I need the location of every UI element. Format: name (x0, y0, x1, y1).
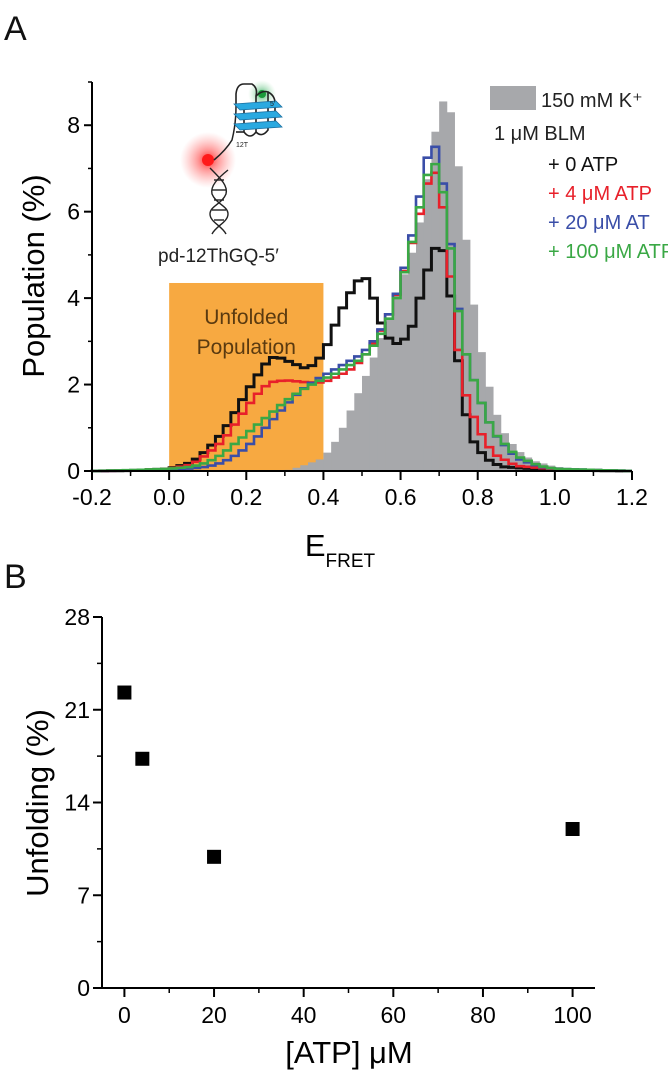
histogram-bar (308, 462, 317, 471)
x-tick-label: 0.8 (462, 484, 494, 510)
histogram-bar (315, 459, 324, 471)
g-quadruplex-schematic: 12T 5' pd-12ThGQ-5′ (158, 80, 283, 267)
series-line-4 (90, 162, 632, 473)
legend-item-k: 150 mM K⁺ (541, 90, 643, 112)
panel-a-label: A (4, 10, 27, 48)
histogram-bar (354, 393, 363, 471)
legend-item-20atp: + 20 μM AT (548, 212, 650, 234)
x-tick-label: 1.0 (539, 484, 571, 510)
histogram-bar (477, 352, 486, 471)
data-point (117, 685, 132, 700)
histogram-bar (292, 467, 301, 471)
histogram-bar (470, 304, 479, 471)
histogram-bar (508, 443, 517, 471)
legend-item-100atp: + 100 μM ATP (548, 241, 668, 263)
histogram-bar (300, 465, 309, 471)
histogram-bar (524, 457, 533, 471)
histogram-bar (369, 357, 378, 471)
x-tick-label: -0.2 (72, 484, 112, 510)
x-tick-label: 1.2 (616, 484, 648, 510)
unfolding-panel: 0 20 40 60 80 100 0 7 14 21 28 [ATP] μM Unfolding (%… (20, 604, 595, 1070)
data-point (207, 849, 222, 864)
histogram-axes: -0.2 0.0 0.2 0.4 0.6 0.8 1.0 1.2 0 2 4 6 8 EFRET Popul… (16, 81, 648, 572)
y-tick-label: 6 (67, 199, 80, 225)
unfolded-region: Unfolded Population (169, 282, 324, 471)
unfolded-label-line2: Population (197, 336, 296, 359)
y-axis-label: Unfolding (%) (20, 709, 55, 897)
y-tick-label: 28 (64, 604, 90, 630)
unfolded-label-line1: Unfolded (204, 306, 288, 329)
linker-icon (213, 105, 237, 161)
histogram-bar (377, 338, 386, 471)
legend-swatch-k (490, 86, 536, 110)
g-quartet-icon (233, 100, 283, 131)
y-tick-label: 4 (67, 285, 80, 311)
histogram-bar (338, 427, 347, 471)
data-point (135, 751, 150, 766)
legend-item-4atp: + 4 μM ATP (548, 183, 652, 205)
y-tick-label: 0 (67, 458, 80, 484)
histogram-series (90, 101, 633, 473)
histogram-bar (346, 410, 355, 471)
histogram-bar (493, 414, 502, 471)
x-tick-label: 60 (381, 1002, 407, 1028)
x-tick-label: 0 (118, 1002, 131, 1028)
dna-helix-icon (209, 167, 229, 235)
poly-t-label: 12T (236, 142, 249, 149)
panel-b-label: B (4, 558, 27, 596)
y-tick-label: 8 (67, 112, 80, 138)
x-tick-label: 0.2 (230, 484, 262, 510)
x-tick-label: 0.0 (153, 484, 185, 510)
y-tick-label: 2 (67, 372, 80, 398)
histogram-bar (431, 131, 440, 471)
x-tick-label: 40 (291, 1002, 317, 1028)
x-axis-label-sub: FRET (326, 551, 376, 572)
x-tick-label: 100 (553, 1002, 591, 1028)
series-k-bars (284, 101, 633, 472)
legend: 150 mM K⁺ 1 μM BLM + 0 ATP + 4 μM ATP + … (490, 86, 668, 263)
histogram-bar (454, 166, 463, 472)
unfolded-region-box (169, 282, 324, 471)
y-axis-label: Population (%) (16, 174, 51, 377)
histogram-bar (423, 179, 432, 471)
histogram-panel: Unfolded Population -0.2 0.0 0.2 0.4 0.6 0.8 1… (16, 80, 668, 572)
x-axis-label-main: E (305, 528, 326, 563)
y-tick-label: 7 (77, 882, 90, 908)
histogram-bar (331, 441, 340, 471)
histogram-bar (516, 452, 525, 471)
y-tick-label: 14 (64, 790, 90, 816)
legend-item-0atp: + 0 ATP (548, 154, 618, 176)
construct-label: pd-12ThGQ-5′ (158, 246, 279, 267)
x-tick-label: 80 (470, 1002, 496, 1028)
y-tick-label: 0 (77, 975, 90, 1001)
histogram-bar (400, 274, 409, 471)
y-tick-label: 21 (64, 697, 90, 723)
five-prime-label: 5' (270, 101, 275, 108)
scatter-axes: 0 20 40 60 80 100 0 7 14 21 28 [ATP] μM Unfolding (%… (20, 604, 595, 1070)
scatter-points (117, 685, 580, 864)
x-axis-label: [ATP] μM (285, 1035, 413, 1070)
x-axis-label: EFRET (305, 528, 376, 572)
histogram-bar (439, 101, 448, 471)
histogram-bar (416, 222, 425, 471)
histogram-bar (500, 433, 509, 471)
histogram-bar (408, 252, 417, 471)
data-point (565, 822, 580, 836)
x-tick-label: 0.4 (307, 484, 339, 510)
x-tick-label: 0.6 (385, 484, 417, 510)
histogram-bar (385, 317, 394, 471)
histogram-bar (392, 295, 401, 471)
x-tick-label: 20 (201, 1002, 227, 1028)
histogram-bar (362, 375, 371, 471)
histogram-bar (446, 112, 455, 471)
legend-item-blm: 1 μM BLM (494, 123, 586, 145)
histogram-bar (485, 386, 494, 471)
quadruplex-icon (235, 83, 276, 137)
cy5-dye-core-icon (202, 154, 214, 166)
histogram-bar (323, 452, 332, 471)
